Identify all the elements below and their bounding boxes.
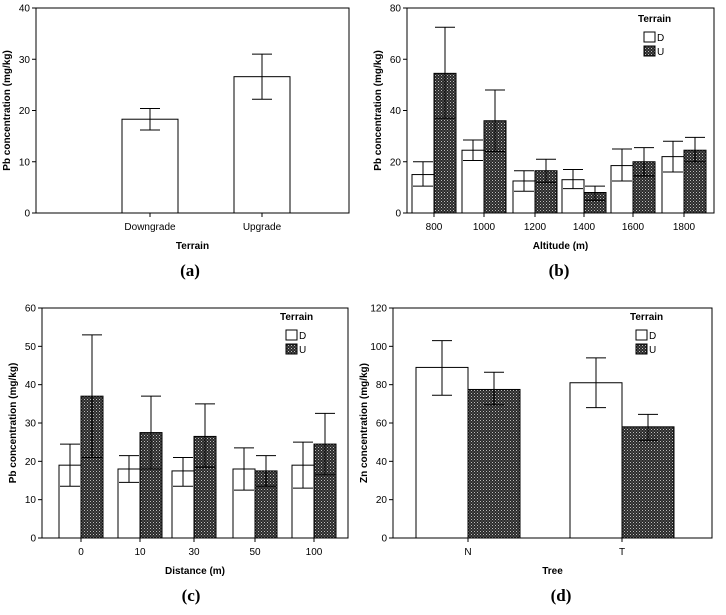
x-tick-label: Downgrade — [124, 222, 176, 233]
y-tick-label: 20 — [390, 157, 402, 168]
panel-label: (d) — [551, 586, 572, 605]
y-tick-label: 80 — [390, 4, 402, 15]
y-axis-label: Pb concentration (mg/kg) — [8, 363, 19, 484]
panel-label: (a) — [180, 261, 200, 280]
y-tick-label: 10 — [25, 495, 37, 506]
legend-title: Terrain — [638, 14, 671, 25]
x-tick-label: 50 — [249, 547, 261, 558]
bar — [621, 426, 675, 539]
x-tick-label: 1200 — [524, 222, 547, 233]
legend-swatch — [635, 329, 648, 341]
y-tick-label: 60 — [390, 55, 402, 66]
x-axis-label: Altitude (m) — [533, 241, 589, 252]
y-tick-label: 20 — [25, 457, 37, 468]
x-axis-label: Distance (m) — [165, 566, 225, 577]
y-axis-label: Pb concentration (mg/kg) — [2, 50, 13, 171]
y-tick-label: 30 — [19, 55, 31, 66]
y-tick-label: 10 — [19, 157, 31, 168]
x-tick-label: 1000 — [473, 222, 496, 233]
y-tick-label: 40 — [376, 457, 388, 468]
bar — [415, 366, 469, 539]
chart-panel-c: 0 10 20 30 40 50 60 Pb concentration (mg/kg) 0 10… — [8, 304, 349, 605]
plot-frame — [35, 7, 350, 214]
y-tick-label: 40 — [19, 4, 31, 15]
y-tick-label: 0 — [395, 209, 401, 220]
legend-label: D — [649, 331, 656, 342]
legend-swatch — [643, 31, 656, 43]
x-tick-label: Upgrade — [243, 222, 282, 233]
y-tick-label: 60 — [376, 419, 388, 430]
y-axis-label: Pb concentration (mg/kg) — [373, 50, 384, 171]
y-tick-label: 20 — [376, 495, 388, 506]
legend-title: Terrain — [630, 312, 663, 323]
x-tick-label: 100 — [306, 547, 323, 558]
chart-panel-b: 0 20 40 60 80 Pb concentration (mg/kg) 800 1000… — [373, 4, 715, 280]
y-tick-label: 80 — [376, 380, 388, 391]
x-tick-label: 1600 — [622, 222, 645, 233]
y-tick-label: 30 — [25, 419, 37, 430]
panel-label: (c) — [182, 586, 201, 605]
legend-label: U — [649, 345, 656, 356]
y-tick-label: 40 — [25, 380, 37, 391]
x-axis-label: Terrain — [176, 241, 209, 252]
x-axis-label: Tree — [542, 566, 563, 577]
y-axis-label: Zn concentration (mg/kg) — [359, 363, 370, 483]
y-tick-label: 0 — [381, 534, 387, 545]
x-tick-label: 10 — [134, 547, 146, 558]
legend-title: Terrain — [280, 312, 313, 323]
y-tick-label: 0 — [30, 534, 36, 545]
y-tick-label: 50 — [25, 342, 37, 353]
x-tick-label: 0 — [78, 547, 84, 558]
chart-panel-d: 0 20 40 60 80 100 120 Zn concentration (mg/kg) N… — [359, 304, 713, 605]
bar — [569, 382, 623, 539]
x-tick-label: 800 — [426, 222, 443, 233]
chart-panel-a: 0 10 20 30 40 Pb concentration (mg/kg) Downgra… — [2, 4, 350, 280]
bar — [467, 388, 521, 539]
y-tick-label: 60 — [25, 304, 37, 315]
legend-swatch — [285, 343, 298, 355]
y-tick-label: 20 — [19, 106, 31, 117]
x-tick-label: N — [464, 547, 471, 558]
panel-label: (b) — [549, 261, 570, 280]
y-tick-label: 100 — [370, 342, 387, 353]
x-tick-label: 1400 — [573, 222, 596, 233]
x-tick-label: 1800 — [673, 222, 696, 233]
bar — [121, 118, 179, 214]
legend-label: U — [657, 47, 664, 58]
legend-swatch — [285, 329, 298, 341]
x-tick-label: T — [619, 547, 625, 558]
legend-swatch — [635, 343, 648, 355]
y-tick-label: 120 — [370, 304, 387, 315]
legend-label: D — [657, 33, 664, 44]
y-tick-label: 0 — [24, 209, 30, 220]
legend-label: D — [299, 331, 306, 342]
legend-swatch — [643, 45, 656, 57]
y-tick-label: 40 — [390, 106, 402, 117]
legend-label: U — [299, 345, 306, 356]
x-tick-label: 30 — [188, 547, 200, 558]
